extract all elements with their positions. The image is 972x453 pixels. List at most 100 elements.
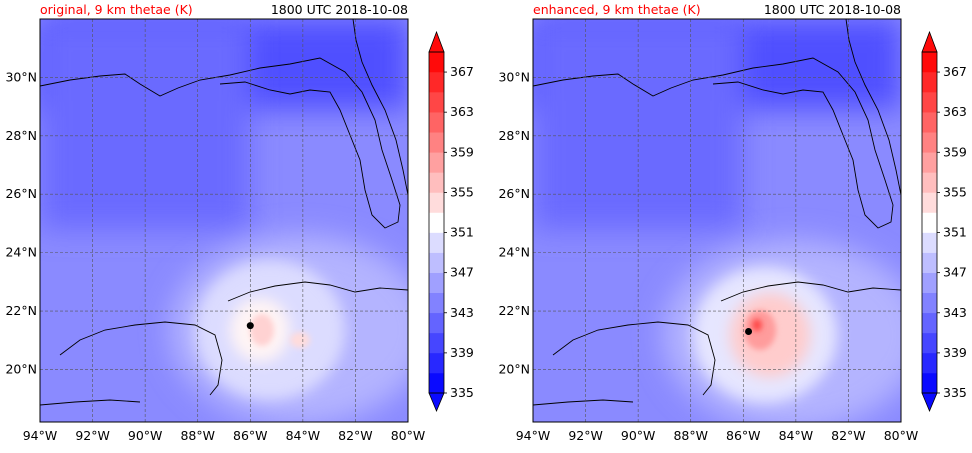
colorbar-band <box>922 132 937 153</box>
y-tick-label: 20°N <box>5 361 37 376</box>
colorbar-band <box>922 112 937 133</box>
y-tick-label: 28°N <box>498 128 530 143</box>
x-tick-label: 94°W <box>516 428 551 443</box>
colorbar-band <box>429 192 444 213</box>
x-axis: 94°W 92°W 90°W 88°W 86°W 84°W 82°W 80°W <box>516 428 919 443</box>
x-tick-label: 94°W <box>23 428 58 443</box>
gridlines <box>533 19 901 422</box>
y-tick-label: 22°N <box>498 303 530 318</box>
x-tick-label: 84°W <box>779 428 814 443</box>
x-tick-label: 80°W <box>391 428 426 443</box>
colorbar-band <box>922 152 937 173</box>
colorbar-tick-label: 363 <box>943 104 967 119</box>
colorbar-extend-max <box>921 30 938 53</box>
colorbar-band <box>429 332 444 354</box>
colorbar-band <box>429 272 444 294</box>
storm-center-marker <box>745 327 753 335</box>
colorbar: 335 339 343 347 351 355 359 363 367 <box>428 30 474 413</box>
plot-frame <box>39 18 409 423</box>
colorbar-band <box>429 132 444 153</box>
colorbar-tick-label: 335 <box>943 385 967 400</box>
colorbar-band <box>922 252 937 273</box>
colorbar-tick-label: 339 <box>943 345 967 360</box>
colorbar-band <box>922 72 937 93</box>
y-tick-label: 28°N <box>5 128 37 143</box>
colorbar-band <box>429 112 444 133</box>
colorbar-band <box>922 192 937 213</box>
colorbar-band <box>429 212 444 233</box>
colorbar-extend-min <box>428 392 445 413</box>
colorbar-tick-label: 347 <box>943 265 967 280</box>
colorbar-tick-label: 363 <box>450 104 474 119</box>
colorbar-band <box>922 172 937 193</box>
colorbar-tick-label: 339 <box>450 345 474 360</box>
panel-time: 1800 UTC 2018-10-08 <box>271 2 408 17</box>
x-tick-label: 84°W <box>286 428 321 443</box>
colorbar-frame <box>921 51 938 394</box>
x-axis: 94°W 92°W 90°W 88°W 86°W 84°W 82°W 80°W <box>23 428 426 443</box>
colorbar-tick-label: 355 <box>450 184 474 199</box>
y-tick-label: 30°N <box>5 69 37 84</box>
x-tick-label: 92°W <box>75 428 110 443</box>
y-tick-label: 22°N <box>5 303 37 318</box>
colorbar-band <box>429 72 444 93</box>
y-axis: 20°N 22°N 24°N 26°N 28°N 30°N <box>5 69 37 376</box>
colorbar-band <box>922 332 937 354</box>
colorbar-band <box>429 52 444 73</box>
colorbar-tick-label: 367 <box>943 64 967 79</box>
colorbar-extend-min <box>921 392 938 413</box>
panel-title: original, 9 km thetae (K) <box>40 2 193 17</box>
thetae-field <box>533 19 901 422</box>
colorbar-band <box>922 212 937 233</box>
colorbar-band <box>429 152 444 173</box>
colorbar-band <box>922 232 937 253</box>
colorbar-tick-label: 351 <box>450 225 474 240</box>
y-axis: 20°N 22°N 24°N 26°N 28°N 30°N <box>498 69 530 376</box>
colorbar-band <box>429 252 444 273</box>
colorbar-band <box>429 172 444 193</box>
colorbar-band <box>429 292 444 314</box>
x-tick-label: 90°W <box>128 428 163 443</box>
y-tick-label: 30°N <box>498 69 530 84</box>
colorbar-band <box>922 352 937 374</box>
colorbar-band <box>922 92 937 113</box>
colorbar-band <box>922 312 937 334</box>
x-tick-label: 90°W <box>621 428 656 443</box>
colorbar-tick-label: 343 <box>450 305 474 320</box>
y-tick-label: 20°N <box>498 361 530 376</box>
x-tick-label: 80°W <box>884 428 919 443</box>
colorbar-tick-label: 359 <box>450 144 474 159</box>
storm-center-marker <box>246 322 254 330</box>
gridlines <box>40 19 408 422</box>
x-tick-label: 86°W <box>726 428 761 443</box>
colorbar-band <box>429 372 444 394</box>
colorbar-band <box>429 312 444 334</box>
thetae-field <box>40 19 408 422</box>
colorbar-tick-label: 351 <box>943 225 967 240</box>
colorbar-band <box>922 372 937 394</box>
y-tick-label: 24°N <box>498 245 530 260</box>
colorbar-band <box>922 272 937 294</box>
panel-original: original, 9 km thetae (K) 1800 UTC 2018-… <box>5 2 426 443</box>
colorbar-extend-max <box>428 30 445 53</box>
colorbar-band <box>922 292 937 314</box>
colorbar: 335 339 343 347 351 355 359 363 367 <box>921 30 967 413</box>
colorbar-band <box>922 52 937 73</box>
x-tick-label: 88°W <box>180 428 215 443</box>
colorbar-tick-label: 347 <box>450 265 474 280</box>
x-tick-label: 92°W <box>568 428 603 443</box>
colorbar-tick-label: 355 <box>943 184 967 199</box>
panel-enhanced: enhanced, 9 km thetae (K) 1800 UTC 2018-… <box>498 2 919 443</box>
colorbar-frame <box>428 51 445 394</box>
x-tick-label: 88°W <box>673 428 708 443</box>
x-tick-label: 82°W <box>338 428 373 443</box>
coastlines <box>40 19 408 406</box>
y-tick-label: 26°N <box>5 186 37 201</box>
colorbar-tick-label: 343 <box>943 305 967 320</box>
colorbar-tick-label: 335 <box>450 385 474 400</box>
y-tick-label: 26°N <box>498 186 530 201</box>
colorbar-band <box>429 92 444 113</box>
x-tick-label: 82°W <box>831 428 866 443</box>
x-tick-label: 86°W <box>233 428 268 443</box>
